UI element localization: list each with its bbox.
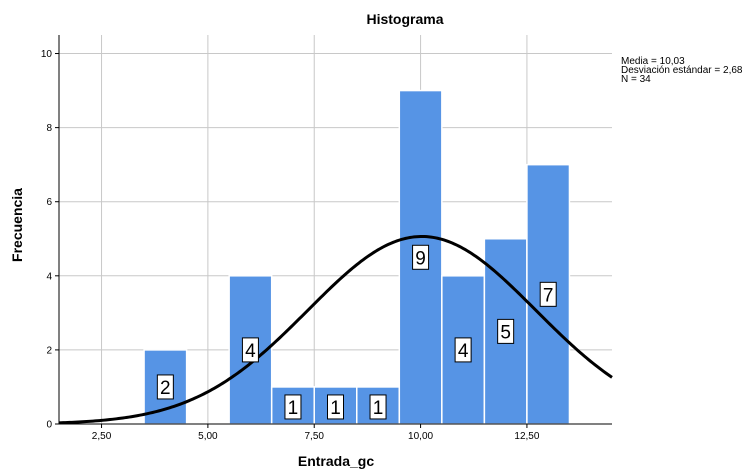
bar-value-box: [327, 394, 344, 420]
bar-value-box: [412, 244, 430, 270]
y-tick-label: 4: [46, 271, 52, 282]
y-tick-label: 10: [41, 49, 53, 60]
bar-value-text: 1: [288, 398, 299, 419]
axes: [55, 35, 612, 428]
bar-value-text: 4: [245, 341, 256, 362]
x-axis-label: Entrada_gc: [298, 453, 374, 469]
normal-curve: [58, 234, 613, 425]
bar-value-text: 1: [373, 398, 384, 419]
stat-line: Media = 10,03: [621, 56, 685, 67]
y-tick-labels: 0 2 4 6 8 10: [41, 49, 53, 430]
bar-value-label: 1: [284, 394, 302, 420]
bar-value-text: 4: [458, 341, 469, 362]
bar-value-label: 9: [412, 244, 430, 270]
x-tick-labels: 2,50 5,00 7,50 10,00 12,50: [92, 431, 540, 442]
chart-title: Histograma: [366, 11, 443, 27]
bar-value-label: 7: [539, 281, 557, 307]
bar-value-label: 5: [497, 318, 515, 344]
x-tick-label: 5,00: [198, 431, 218, 442]
x-tick-label: 10,00: [408, 431, 433, 442]
bar-value-box: [369, 394, 387, 420]
bar-labels: 2 4 1 1 1 9 4 5 7: [156, 244, 557, 420]
bar-value-text: 1: [330, 398, 341, 419]
stat-line: N = 34: [621, 74, 651, 85]
bar-value-box: [241, 337, 259, 363]
y-tick-label: 8: [46, 123, 52, 134]
y-tick-label: 6: [46, 197, 52, 208]
bar-value-box: [497, 318, 515, 344]
bar-value-text: 2: [160, 378, 171, 399]
x-tick-label: 2,50: [92, 431, 112, 442]
y-tick-label: 2: [46, 345, 52, 356]
x-tick-label: 7,50: [304, 431, 324, 442]
bar-value-box: [454, 337, 472, 363]
y-tick-label: 0: [46, 420, 52, 431]
bar-value-text: 9: [415, 248, 426, 269]
x-tick-label: 12,50: [514, 431, 539, 442]
bar-value-box: [156, 374, 174, 400]
bar-value-label: 1: [369, 394, 387, 420]
bar-value-label: 1: [327, 394, 344, 420]
y-axis-label: Frecuencia: [9, 188, 25, 262]
bar-value-label: 4: [241, 337, 259, 363]
bar-value-label: 2: [156, 374, 174, 400]
bar-value-box: [539, 281, 557, 307]
stat-line: Desviación estándar = 2,68: [621, 65, 743, 76]
bar-value-label: 4: [454, 337, 472, 363]
bar-value-text: 7: [543, 285, 554, 306]
bar-value-box: [284, 394, 302, 420]
bar-value-text: 5: [500, 322, 511, 343]
